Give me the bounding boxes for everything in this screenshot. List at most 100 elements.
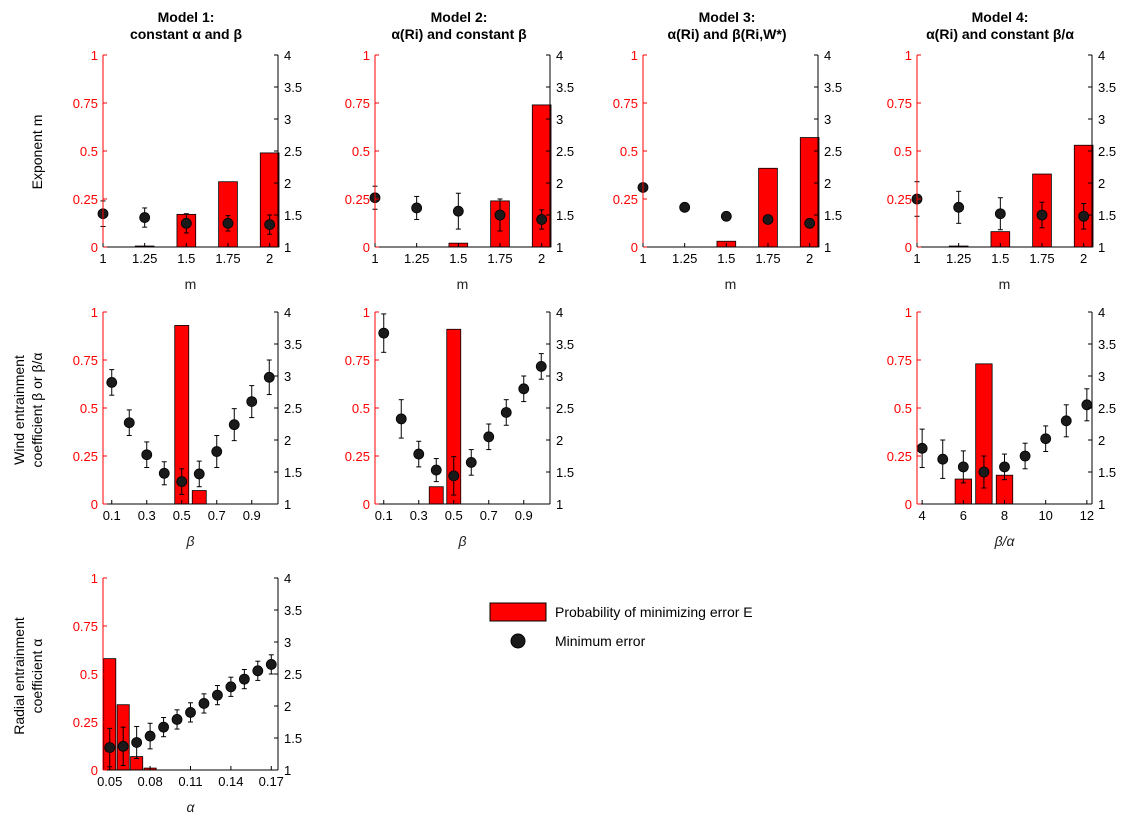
column-titles: Model 1: constant α and β Model 2: α(Ri)…: [130, 9, 1074, 42]
legend-label-probability: Probability of minimizing error E: [555, 604, 753, 620]
panel-m4-beta-alpha: 0 0.25 0.5 0.75 1 1 1.5 2 2.5 3 3.5 4 4 6 8 10 12 β/α: [887, 305, 1116, 549]
column-title-2-line-2: α(Ri) and constant β: [391, 26, 527, 42]
min-error-point: [1040, 433, 1052, 445]
left-tick-label: 0.5: [620, 144, 638, 159]
right-tick-label: 3: [284, 112, 291, 127]
min-error-point: [246, 396, 258, 408]
x-tick-label: 1.5: [717, 251, 735, 266]
right-tick-label: 1.5: [556, 208, 574, 223]
panel-m3-m: 0 0.25 0.5 0.75 1 1 1.5 2 2.5 3 3.5 4 1 1.25 1.5 1.75 2 m: [613, 48, 842, 292]
right-tick-label: 1: [284, 240, 291, 255]
column-title-1-line-2: constant α and β: [130, 26, 243, 42]
right-tick-label: 1.5: [824, 208, 842, 223]
min-error-point: [448, 470, 460, 482]
x-tick-label: 0.11: [178, 774, 202, 789]
x-tick-label: 0.9: [243, 508, 261, 523]
right-tick-label: 1.5: [284, 465, 302, 480]
min-error-point: [679, 201, 691, 213]
panel-m2-beta: 0 0.25 0.5 0.75 1 1 1.5 2 2.5 3 3.5 4 0.1 0.3 0.5 0.7 0.…: [345, 305, 574, 549]
right-tick-label: 2: [284, 176, 291, 191]
x-tick-label: 1.5: [449, 251, 467, 266]
left-tick-label: 1: [363, 305, 370, 320]
left-tick-label: 0.75: [73, 353, 98, 368]
right-tick-label: 3.5: [284, 80, 302, 95]
min-error-point: [536, 214, 548, 225]
right-tick-label: 2.5: [556, 144, 574, 159]
left-tick-label: 0.25: [887, 192, 912, 207]
left-tick-label: 0: [91, 763, 98, 778]
right-tick-label: 2: [1098, 433, 1105, 448]
left-tick-label: 0.75: [73, 96, 98, 111]
right-tick-label: 3.5: [284, 337, 302, 352]
min-error-point: [430, 464, 442, 476]
column-title-1-line-1: Model 1:: [158, 9, 215, 25]
column-title-2-line-1: Model 2:: [431, 9, 488, 25]
x-tick-label: 2: [806, 251, 813, 266]
right-tick-label: 2.5: [284, 144, 302, 159]
min-error-point: [141, 449, 153, 461]
left-tick-label: 1: [91, 305, 98, 320]
right-tick-label: 4: [556, 48, 563, 63]
right-tick-label: 2: [284, 699, 291, 714]
right-tick-label: 3.5: [824, 80, 842, 95]
row-label-2-line-2: coefficient β or β/α: [29, 353, 45, 468]
x-tick-label: 0.08: [137, 774, 162, 789]
row-label-2-line-1: Wind entrainment: [11, 355, 27, 465]
right-tick-label: 3.5: [556, 337, 574, 352]
x-tick-label: 0.3: [138, 508, 156, 523]
right-tick-label: 2.5: [1098, 144, 1116, 159]
left-tick-label: 0.75: [887, 353, 912, 368]
x-tick-label: 0.3: [410, 508, 428, 523]
column-title-4-line-2: α(Ri) and constant β/α: [926, 26, 1074, 42]
x-tick-label: 1.5: [991, 251, 1009, 266]
row-label-1: Exponent m: [29, 115, 45, 190]
min-error-point: [180, 217, 192, 229]
min-error-point: [263, 371, 275, 383]
left-tick-label: 0.25: [73, 192, 98, 207]
column-title-4-line-1: Model 4:: [972, 9, 1029, 25]
x-tick-label: 1.75: [215, 251, 240, 266]
right-tick-label: 4: [824, 48, 831, 63]
right-tick-label: 1.5: [556, 465, 574, 480]
left-tick-label: 0.75: [73, 619, 98, 634]
x-tick-label: 1: [639, 251, 646, 266]
left-tick-label: 0.75: [613, 96, 638, 111]
min-error-point: [452, 205, 464, 217]
left-tick-label: 0.25: [613, 192, 638, 207]
column-title-3-line-1: Model 3:: [699, 9, 756, 25]
min-error-point: [535, 360, 547, 372]
bar: [1073, 144, 1094, 248]
x-tick-label: 2: [266, 251, 273, 266]
x-axis-label: β/α: [994, 533, 1016, 549]
min-error-point: [144, 730, 156, 742]
min-error-point: [176, 476, 188, 488]
column-title-3-line-2: α(Ri) and β(Ri,W*): [667, 26, 786, 42]
min-error-point: [916, 442, 928, 454]
right-tick-label: 3.5: [284, 603, 302, 618]
left-tick-label: 1: [91, 571, 98, 586]
x-tick-label: 0.9: [515, 508, 533, 523]
right-tick-label: 4: [284, 571, 291, 586]
x-axis-label: m: [999, 276, 1011, 292]
panel-m1-beta: 0 0.25 0.5 0.75 1 1 1.5 2 2.5 3 3.5 4 0.1 0.3 0.5 0.7 0.…: [73, 305, 302, 549]
row-label-3-line-1: Radial entrainment: [11, 617, 27, 735]
right-tick-label: 3: [1098, 112, 1105, 127]
right-tick-label: 2: [556, 176, 563, 191]
left-tick-label: 0.5: [80, 144, 98, 159]
right-tick-label: 1: [1098, 497, 1105, 512]
min-error-point: [762, 214, 774, 225]
x-tick-label: 0.1: [375, 508, 393, 523]
min-error-point: [411, 202, 423, 214]
bar: [799, 137, 820, 248]
x-tick-label: 1.75: [755, 251, 780, 266]
min-error-point: [212, 689, 223, 701]
right-tick-label: 3: [824, 112, 831, 127]
legend-bar-swatch: [489, 602, 547, 622]
panel-m4-m: 0 0.25 0.5 0.75 1 1 1.5 2 2.5 3 3.5 4 1 1.25 1.5 1.75 2 m: [887, 48, 1116, 292]
right-tick-label: 2.5: [824, 144, 842, 159]
bar: [758, 167, 778, 248]
left-tick-label: 0.5: [352, 401, 370, 416]
left-tick-label: 0.5: [352, 144, 370, 159]
min-error-point: [465, 456, 477, 468]
